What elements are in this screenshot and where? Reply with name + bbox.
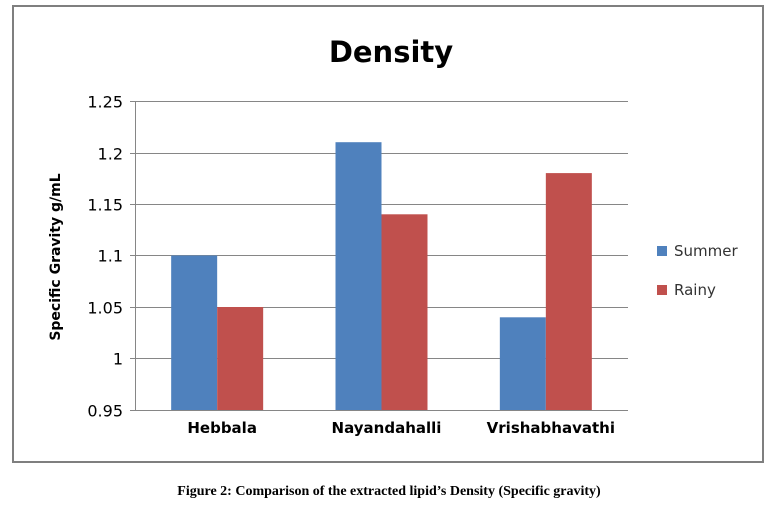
y-tick-label: 1.05 — [87, 299, 123, 318]
y-tick-label: 1.25 — [87, 93, 123, 112]
bar-rainy-hebbala — [217, 307, 264, 410]
bar-rainy-vrishabhavathi — [545, 173, 592, 410]
legend-label-summer: Summer — [674, 242, 738, 260]
x-category-label: Hebbala — [187, 419, 257, 437]
y-tick-label: 1 — [113, 350, 123, 369]
y-tick-labels: 1.25 1.2 1.15 1.1 1.05 1 0.95 — [87, 93, 123, 421]
bar-summer-nayandahalli — [335, 142, 382, 410]
x-category-labels: Hebbala Nayandahalli Vrishabhavathi — [187, 419, 615, 437]
x-category-label: Vrishabhavathi — [487, 419, 615, 437]
y-tick-label: 1.2 — [98, 145, 123, 164]
bars — [171, 142, 592, 410]
bar-summer-vrishabhavathi — [499, 317, 546, 410]
density-chart: Density Specific Gravity g/mL 1.25 1.2 1.1… — [48, 35, 738, 437]
figure-caption: Figure 2: Comparison of the extracted li… — [177, 484, 601, 499]
x-category-label: Nayandahalli — [332, 419, 442, 437]
chart-title: Density — [329, 35, 453, 69]
legend-swatch-summer — [657, 246, 667, 256]
legend-label-rainy: Rainy — [674, 281, 716, 299]
legend-swatch-rainy — [657, 285, 667, 295]
bar-summer-hebbala — [171, 255, 218, 410]
bar-rainy-nayandahalli — [381, 214, 428, 410]
y-tick-label: 1.1 — [98, 247, 123, 266]
axes — [135, 101, 628, 411]
legend: Summer Rainy — [657, 242, 738, 299]
y-tick-label: 0.95 — [87, 402, 123, 421]
y-tick-label: 1.15 — [87, 196, 123, 215]
y-axis-label: Specific Gravity g/mL — [48, 173, 64, 340]
